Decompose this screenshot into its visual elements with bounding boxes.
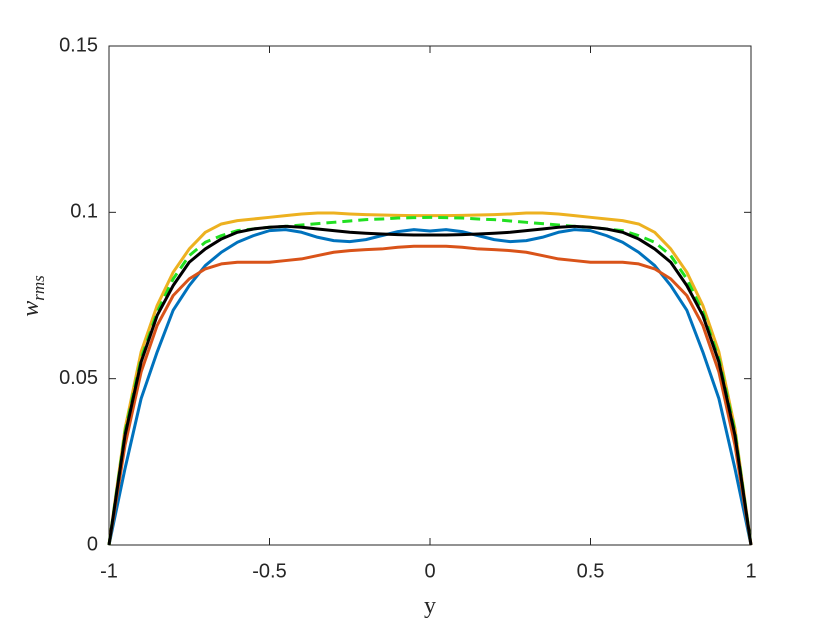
x-tick-label: 1 <box>745 560 756 582</box>
y-tick-label: 0.1 <box>70 201 98 223</box>
x-axis-label: y <box>424 593 436 619</box>
x-tick-label: -0.5 <box>252 560 286 582</box>
series-line <box>107 224 753 546</box>
y-tick-label: 0 <box>87 533 98 555</box>
x-tick-label: 0.5 <box>577 560 605 582</box>
x-tick-label: -1 <box>100 560 118 582</box>
series-line <box>107 215 753 546</box>
series-line <box>107 211 753 546</box>
plot-box <box>108 45 752 546</box>
series-line <box>107 228 753 546</box>
y-axis-label-subscript: rms <box>29 275 48 301</box>
x-tick-label: 0 <box>424 560 435 582</box>
y-tick-label: 0.05 <box>59 367 98 389</box>
series-line <box>107 244 753 546</box>
y-axis-label-main: w <box>18 301 44 317</box>
y-tick-label: 0.15 <box>59 34 98 56</box>
y-axis-label: wrms <box>18 275 48 317</box>
